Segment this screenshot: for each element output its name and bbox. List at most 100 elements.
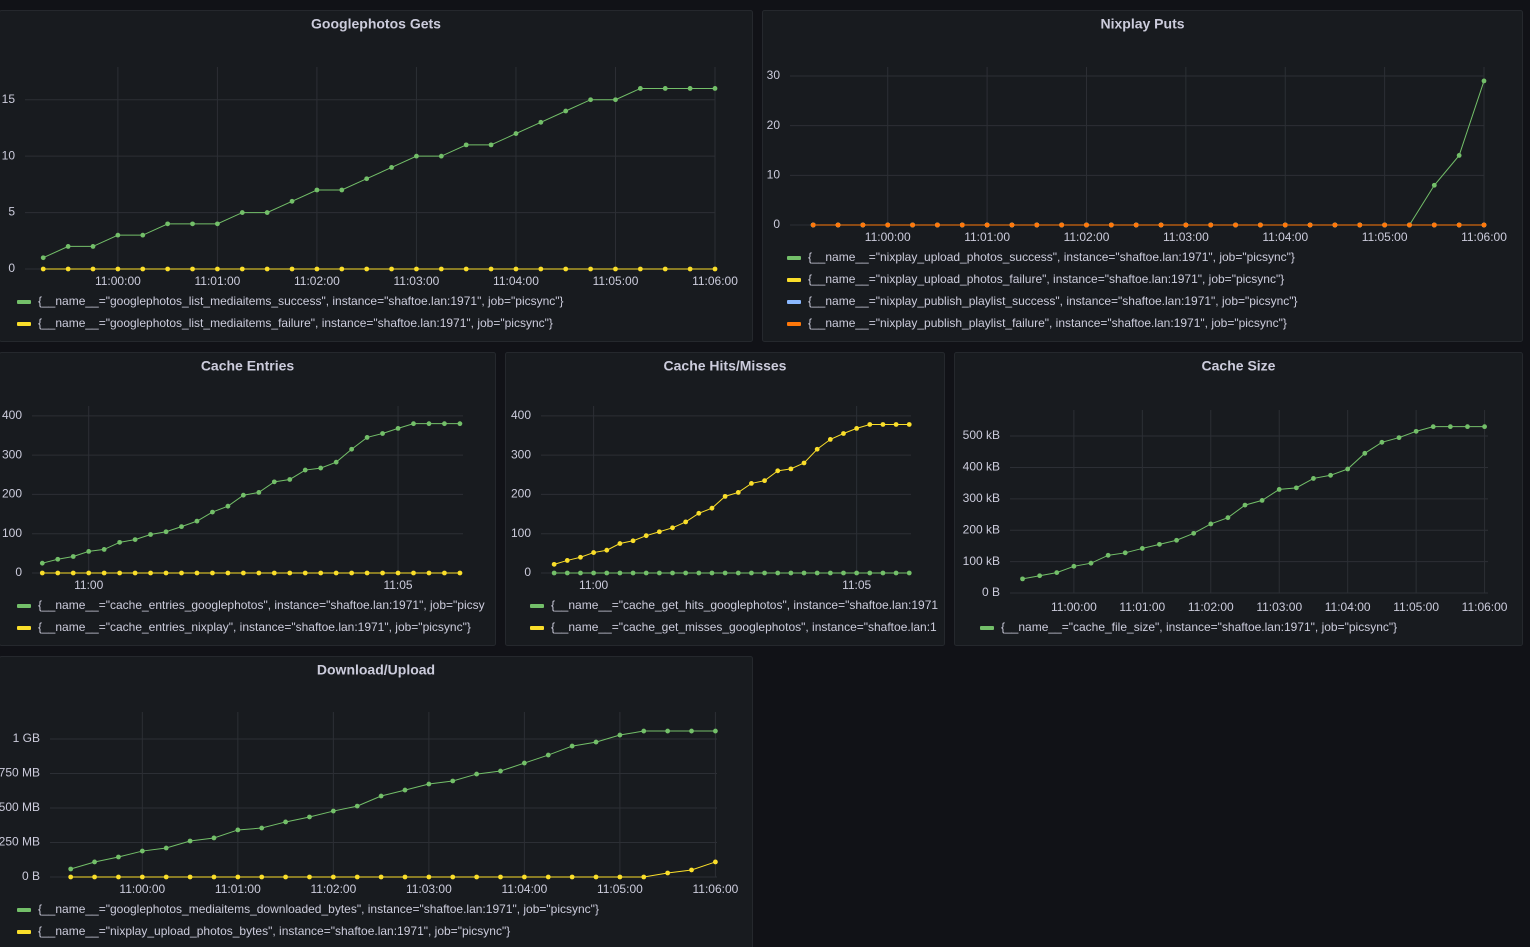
legend-swatch	[787, 278, 801, 282]
data-point	[259, 825, 265, 831]
data-point	[179, 524, 184, 530]
series-line	[42, 423, 460, 564]
y-tick-label: 5	[8, 205, 15, 219]
data-point	[339, 187, 345, 193]
data-point	[426, 421, 432, 427]
data-point	[683, 570, 689, 576]
data-point	[115, 232, 121, 238]
data-point	[662, 86, 668, 91]
data-point	[438, 266, 444, 272]
data-point	[538, 119, 544, 125]
data-point	[1105, 552, 1111, 558]
data-point	[450, 874, 456, 880]
data-point	[521, 874, 527, 880]
data-point	[617, 570, 623, 576]
data-point	[551, 561, 557, 567]
data-point	[762, 478, 767, 484]
data-point	[287, 477, 293, 482]
data-point	[55, 556, 61, 562]
data-point	[302, 570, 308, 576]
data-point	[713, 859, 718, 865]
data-point	[116, 874, 121, 880]
y-tick-label: 100 kB	[963, 554, 1000, 568]
legend-label: {__name__="nixplay_upload_photos_failure…	[808, 272, 1284, 286]
data-point	[239, 266, 245, 272]
panel-background	[0, 352, 496, 646]
data-point	[148, 570, 153, 576]
data-point	[101, 547, 107, 552]
x-tick-label: 11:00:00	[1051, 600, 1097, 614]
x-tick-label: 11:02:00	[1188, 600, 1234, 614]
data-point	[132, 570, 138, 576]
data-point	[163, 529, 169, 535]
data-point	[722, 493, 728, 499]
data-point	[395, 570, 401, 576]
data-point	[683, 519, 689, 525]
data-point	[140, 232, 146, 238]
legend-label: {__name__="nixplay_publish_playlist_fail…	[808, 316, 1287, 330]
legend-label: {__name__="googlephotos_list_mediaitems_…	[38, 316, 553, 330]
data-point	[55, 570, 61, 576]
data-point	[835, 222, 841, 228]
data-point	[86, 570, 92, 576]
data-point	[1071, 563, 1077, 569]
data-point	[1307, 222, 1313, 228]
data-point	[289, 198, 295, 204]
y-tick-label: 1 GB	[13, 731, 40, 745]
legend-swatch	[17, 908, 31, 912]
legend-label: {__name__="cache_get_misses_googlephotos…	[551, 620, 937, 634]
x-tick-label: 11:04:00	[493, 274, 539, 288]
data-point	[860, 222, 866, 228]
legend-label: {__name__="googlephotos_mediaitems_downl…	[38, 902, 599, 916]
data-point	[712, 86, 718, 91]
legend-label: {__name__="cache_file_size", instance="s…	[1001, 620, 1397, 634]
data-point	[283, 874, 288, 880]
x-tick-label: 11:06:00	[1462, 600, 1508, 614]
legend-swatch	[17, 322, 31, 326]
data-point	[318, 570, 324, 576]
legend-label: {__name__="nixplay_publish_playlist_succ…	[808, 294, 1298, 308]
data-point	[617, 874, 623, 880]
data-point	[841, 431, 846, 436]
data-point	[474, 874, 480, 880]
y-tick-label: 200 kB	[963, 522, 1000, 536]
data-point	[709, 505, 715, 511]
data-point	[984, 222, 990, 228]
data-point	[1088, 560, 1094, 566]
data-point	[389, 165, 394, 170]
x-tick-label: 11:00:00	[865, 230, 911, 244]
data-point	[617, 541, 623, 546]
x-tick-label: 11:00:00	[95, 274, 141, 288]
panel: Nixplay Puts 0 10 20 30 11:00:00 11:01:00 11:02…	[762, 10, 1523, 342]
legend-swatch	[530, 604, 544, 608]
data-point	[538, 266, 544, 272]
data-point	[65, 244, 71, 249]
data-point	[604, 570, 610, 576]
data-point	[194, 518, 200, 524]
data-point	[378, 874, 384, 880]
data-point	[165, 221, 171, 227]
data-point	[259, 874, 265, 880]
data-point	[1233, 222, 1238, 228]
data-point	[1362, 450, 1368, 456]
x-tick-label: 11:05:00	[1393, 600, 1439, 614]
data-point	[1407, 222, 1412, 228]
data-point	[442, 421, 447, 427]
data-point	[289, 266, 295, 272]
data-point	[364, 266, 370, 272]
data-point	[314, 266, 320, 272]
data-point	[1158, 222, 1164, 228]
series-line	[554, 423, 910, 565]
data-point	[488, 266, 494, 272]
legend-label: {__name__="cache_entries_nixplay", insta…	[38, 620, 471, 634]
data-point	[687, 266, 693, 272]
data-point	[1034, 222, 1040, 228]
data-point	[545, 874, 551, 880]
data-point	[827, 437, 833, 442]
data-point	[1481, 222, 1487, 228]
data-point	[179, 570, 184, 576]
data-point	[354, 803, 360, 809]
data-point	[92, 874, 97, 880]
data-point	[641, 728, 647, 734]
